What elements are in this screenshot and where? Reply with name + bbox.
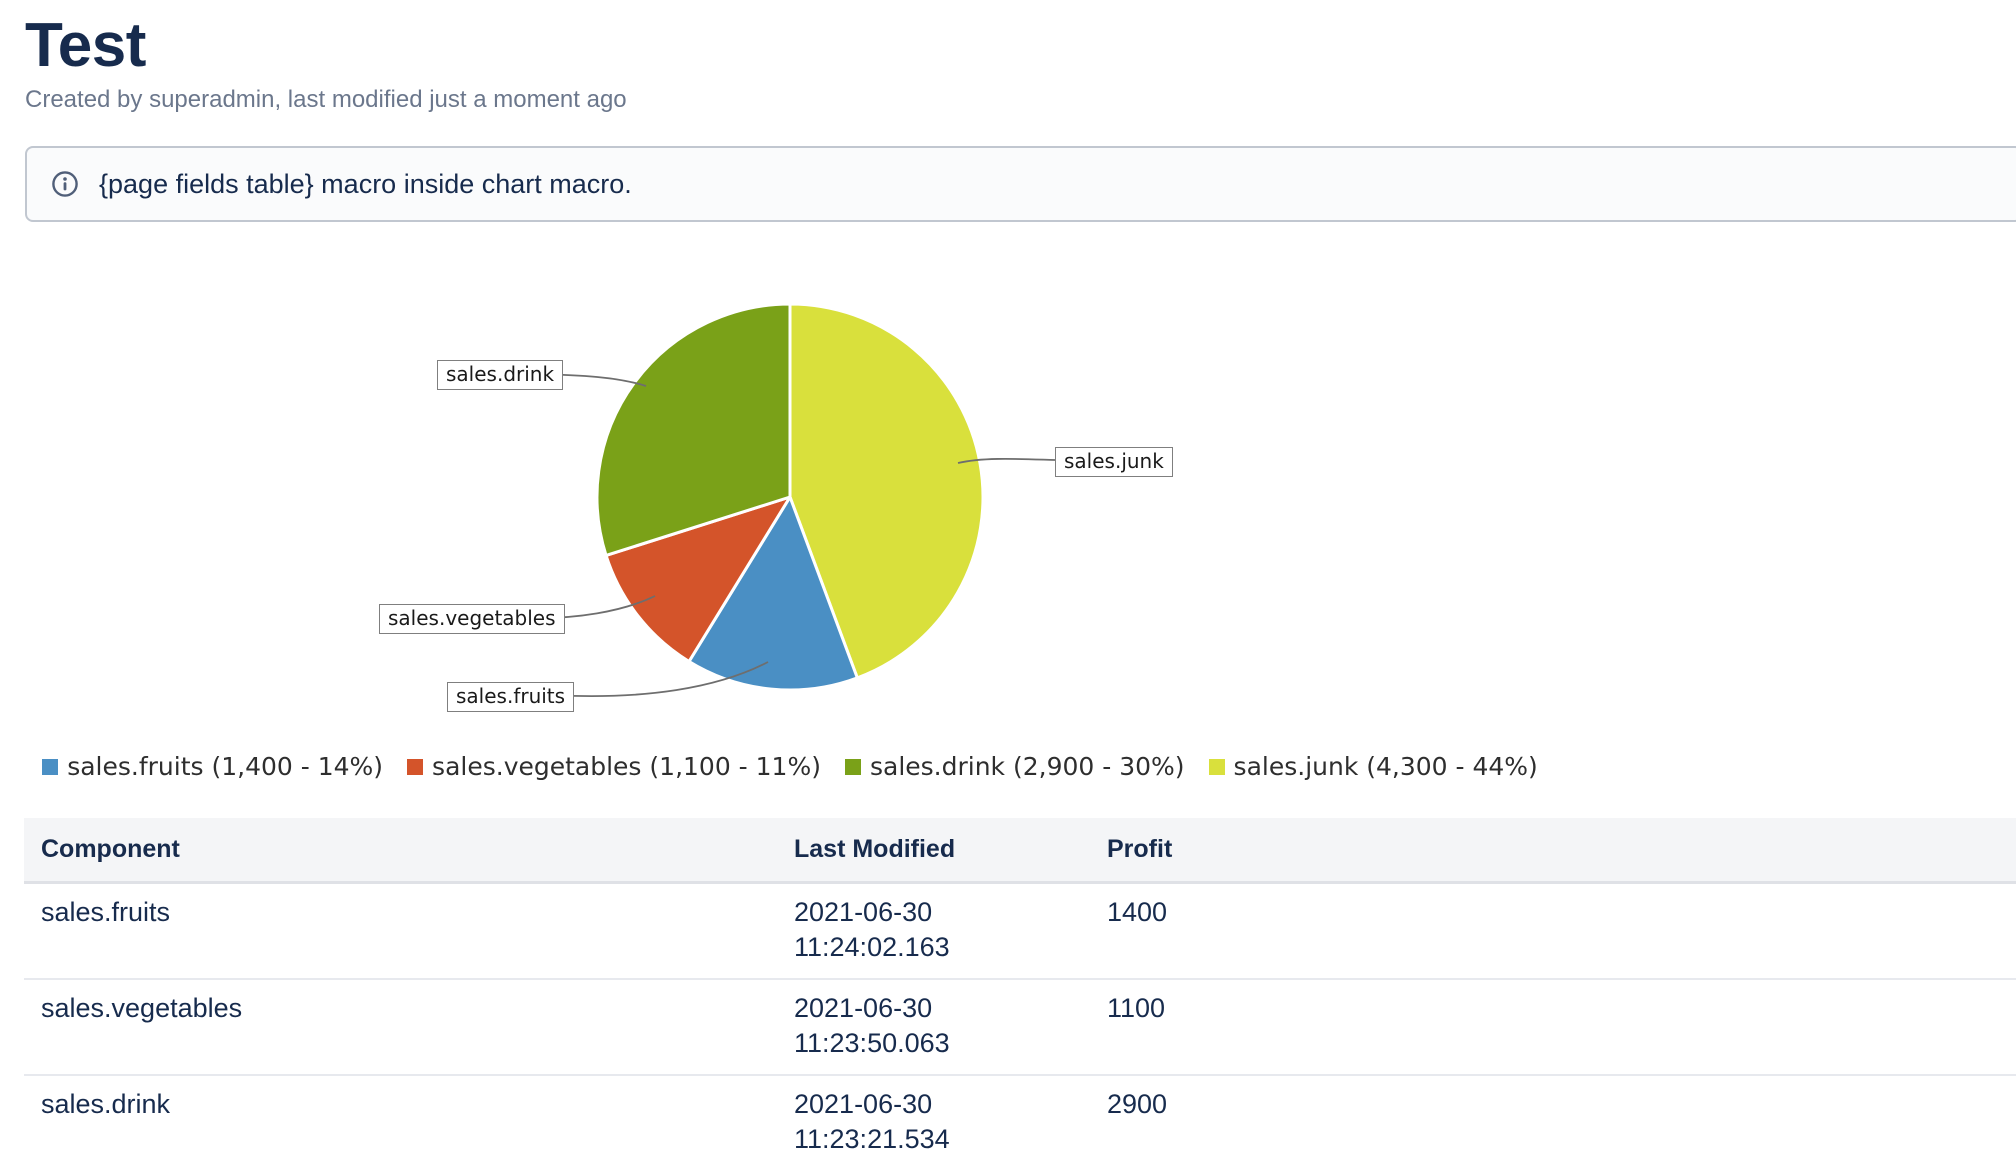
pie-chart-svg bbox=[529, 302, 1056, 698]
legend-label-drink: sales.drink (2,900 - 30%) bbox=[869, 752, 1185, 781]
legend-swatch-junk bbox=[1208, 758, 1225, 775]
cell-modified-time: 11:23:21.534 bbox=[794, 1124, 950, 1154]
table-row: sales.vegetables 2021-06-30 11:23:50.063… bbox=[24, 980, 2016, 1076]
cell-profit: 1400 bbox=[1107, 897, 1168, 927]
legend-item-fruits: sales.fruits (1,400 - 14%) bbox=[42, 752, 383, 781]
info-icon bbox=[51, 170, 79, 198]
legend-swatch-fruits bbox=[42, 758, 59, 775]
legend-swatch-drink bbox=[844, 758, 861, 775]
column-header-component: Component bbox=[41, 835, 180, 863]
fields-table: Component Last Modified Profit sales.fru… bbox=[24, 818, 2016, 1170]
leader-line-fruits bbox=[550, 661, 769, 698]
cell-modified-date: 2021-06-30 bbox=[794, 897, 933, 927]
pie-chart: sales.drink sales.junk sales.vegetables … bbox=[0, 230, 2016, 810]
cell-modified-date: 2021-06-30 bbox=[794, 1089, 933, 1119]
column-header-profit: Profit bbox=[1107, 835, 1173, 863]
legend-label-junk: sales.junk (4,300 - 44%) bbox=[1233, 752, 1538, 781]
cell-modified-date: 2021-06-30 bbox=[794, 993, 933, 1023]
info-panel-text: {page fields table} macro inside chart m… bbox=[99, 168, 632, 199]
leader-line-junk bbox=[957, 457, 1056, 464]
cell-component: sales.drink bbox=[41, 1089, 171, 1119]
callout-sales-drink: sales.drink bbox=[437, 360, 564, 390]
page-byline: Created by superadmin, last modified jus… bbox=[25, 86, 627, 113]
legend-item-drink: sales.drink (2,900 - 30%) bbox=[844, 752, 1185, 781]
table-row: sales.fruits 2021-06-30 11:24:02.163 140… bbox=[24, 884, 2016, 980]
info-panel: {page fields table} macro inside chart m… bbox=[25, 146, 2016, 222]
pie-slice-sales.junk bbox=[788, 302, 985, 680]
cell-component: sales.fruits bbox=[41, 897, 171, 927]
pie-slices bbox=[595, 302, 985, 692]
page-title: Test bbox=[25, 11, 146, 80]
cell-modified-time: 11:24:02.163 bbox=[794, 932, 950, 962]
callout-sales-junk: sales.junk bbox=[1055, 447, 1173, 477]
table-header-row: Component Last Modified Profit bbox=[24, 818, 2016, 884]
cell-component: sales.vegetables bbox=[41, 993, 243, 1023]
cell-last-modified: 2021-06-30 11:23:50.063 bbox=[777, 991, 1090, 1061]
cell-profit: 2900 bbox=[1107, 1089, 1168, 1119]
legend-swatch-vegetables bbox=[407, 758, 424, 775]
legend-label-fruits: sales.fruits (1,400 - 14%) bbox=[67, 752, 384, 781]
pie-slice-sales.vegetables bbox=[604, 495, 792, 663]
cell-modified-time: 11:23:50.063 bbox=[794, 1028, 950, 1058]
cell-last-modified: 2021-06-30 11:24:02.163 bbox=[777, 895, 1090, 965]
legend-item-junk: sales.junk (4,300 - 44%) bbox=[1208, 752, 1538, 781]
legend-label-vegetables: sales.vegetables (1,100 - 11%) bbox=[432, 752, 821, 781]
pie-slice-sales.fruits bbox=[687, 495, 859, 692]
callout-sales-vegetables: sales.vegetables bbox=[379, 604, 565, 634]
legend-item-vegetables: sales.vegetables (1,100 - 11%) bbox=[407, 752, 821, 781]
column-header-last-modified: Last Modified bbox=[794, 835, 956, 863]
cell-profit: 1100 bbox=[1107, 993, 1166, 1023]
callout-sales-fruits: sales.fruits bbox=[447, 682, 575, 712]
table-row: sales.drink 2021-06-30 11:23:21.534 2900 bbox=[24, 1076, 2016, 1170]
chart-legend: sales.fruits (1,400 - 14%) sales.vegetab… bbox=[0, 752, 1580, 781]
